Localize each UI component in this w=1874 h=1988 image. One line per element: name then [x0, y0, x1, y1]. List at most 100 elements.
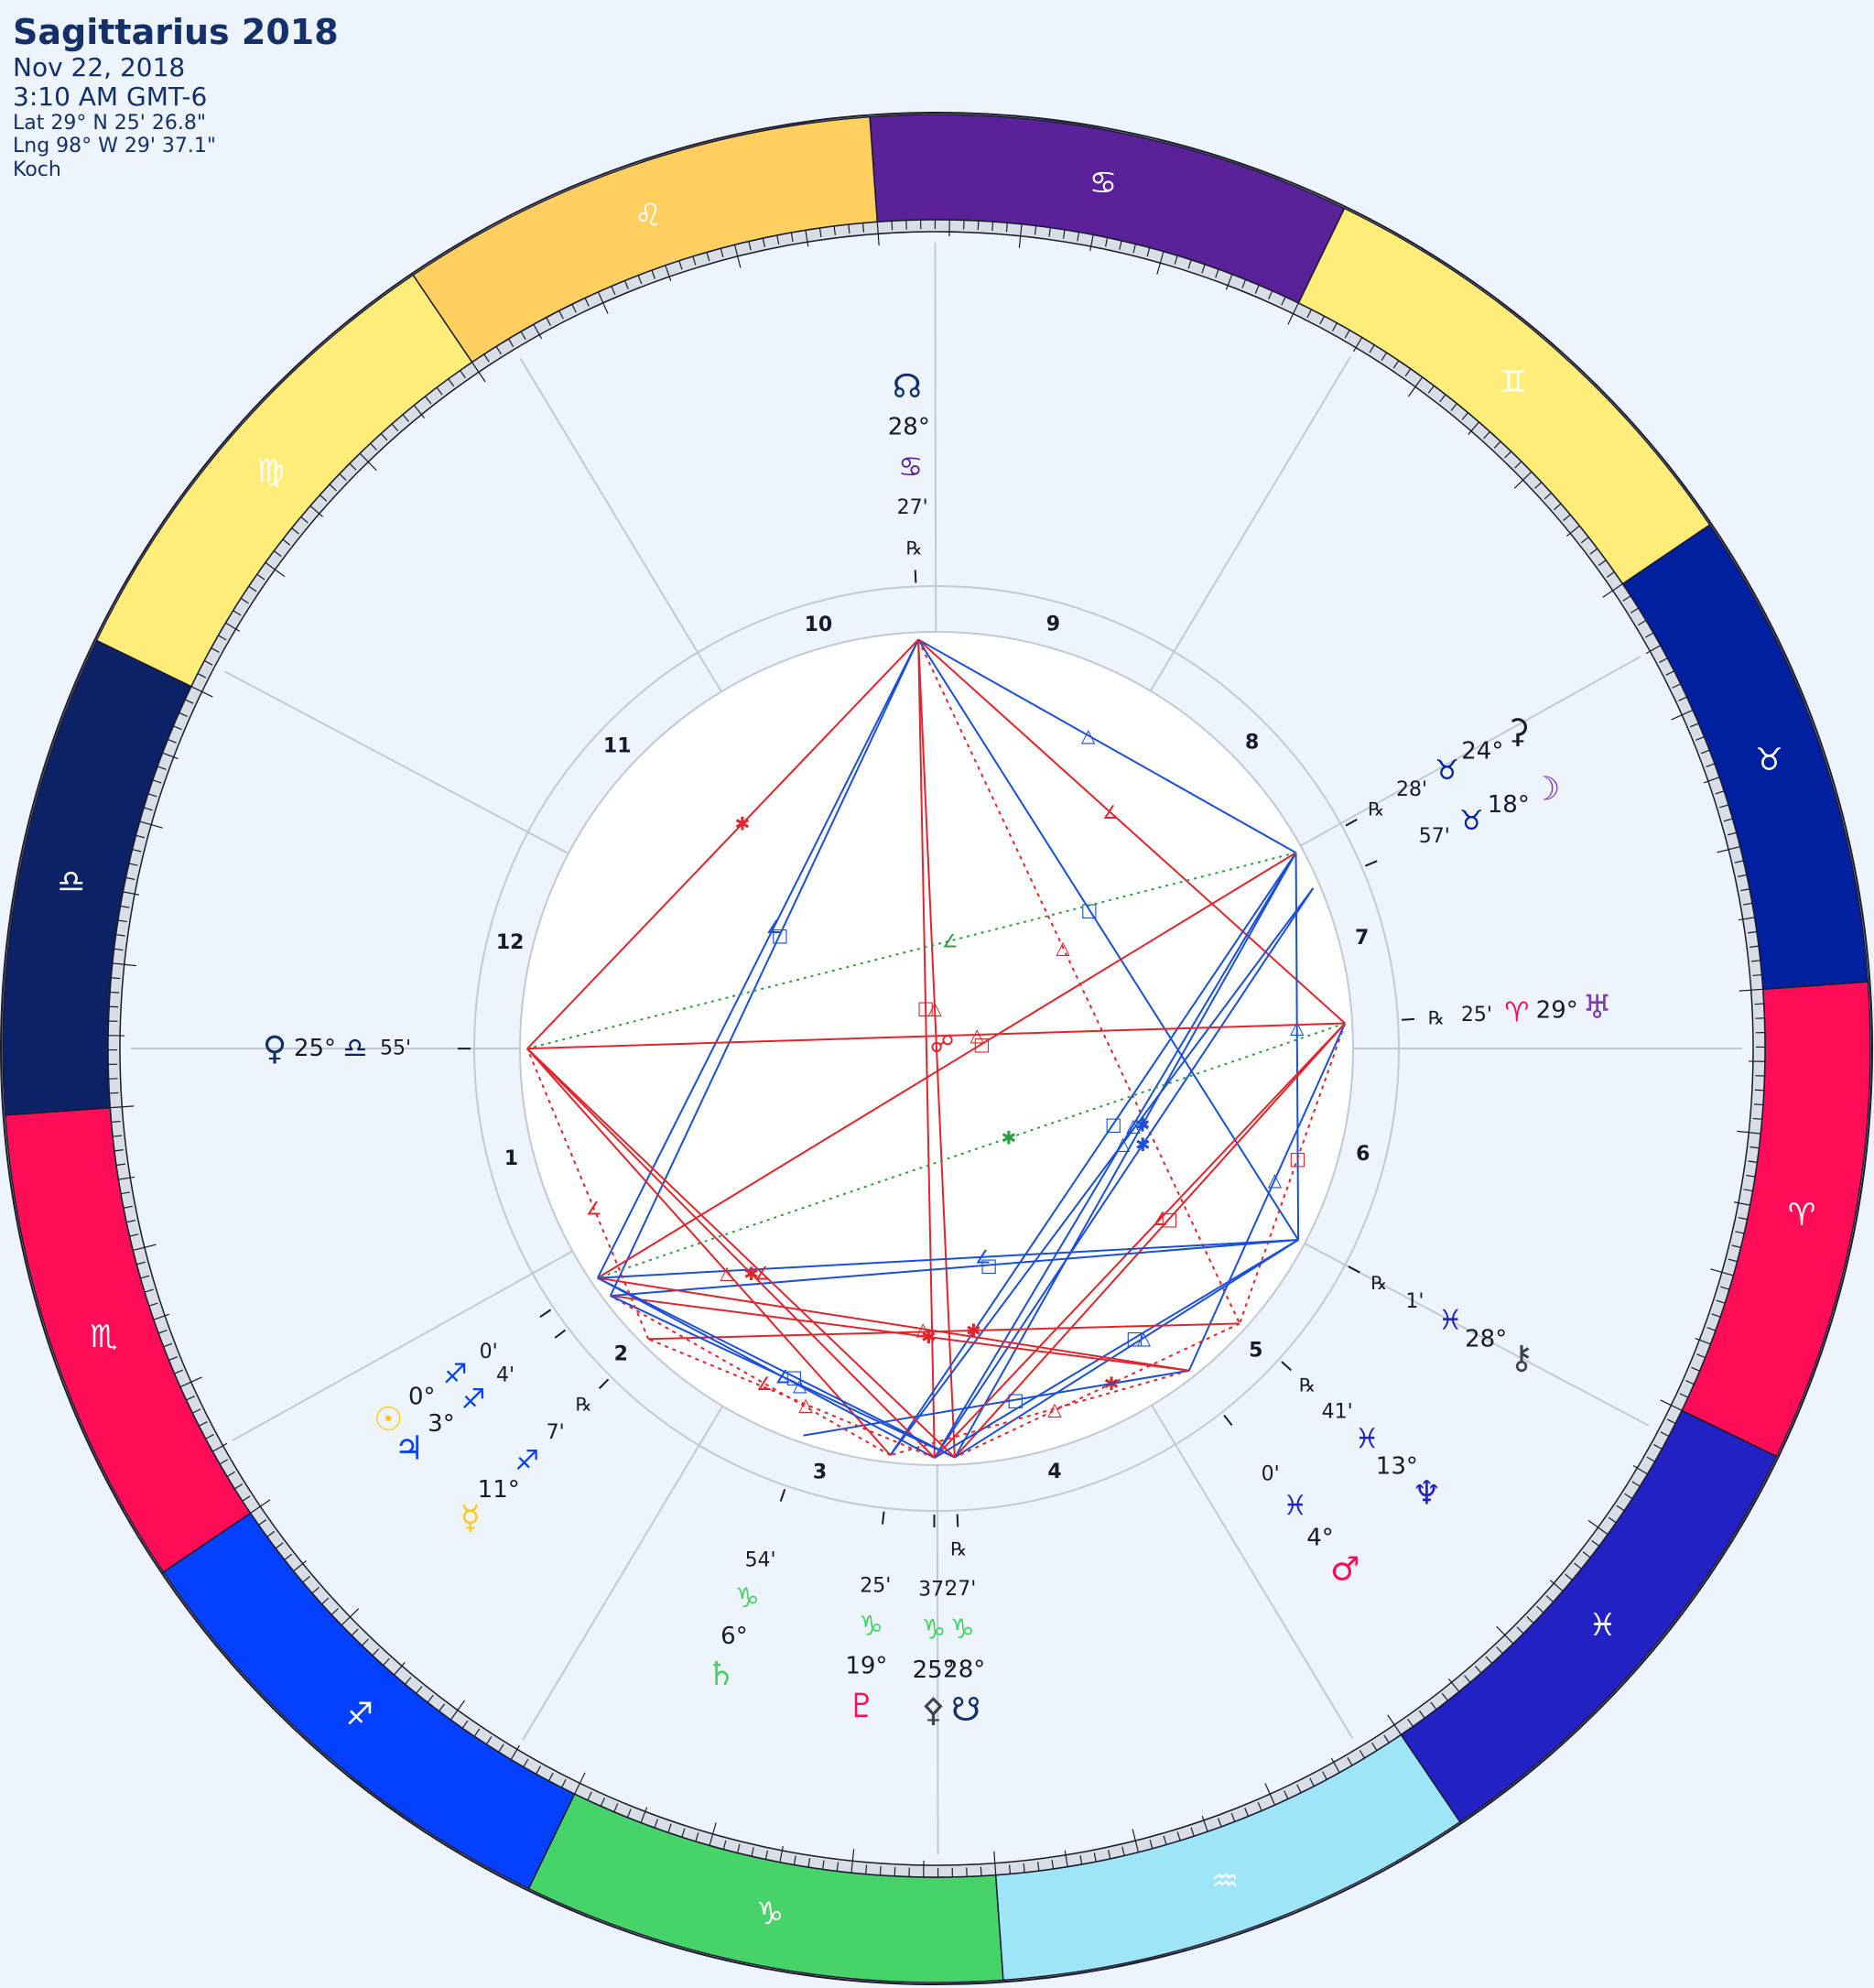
- planet-deg: 18°: [1488, 791, 1530, 819]
- planet-deg: 0°: [408, 1384, 436, 1411]
- house-number: 2: [614, 1343, 628, 1366]
- aspect-line: [526, 1022, 1346, 1050]
- degree-tick: [109, 1092, 119, 1094]
- planet-south-node[interactable]: ℞ 27' ♑ 28° ☋: [943, 1514, 985, 1729]
- degree-tick: [1244, 1808, 1250, 1817]
- degree-tick: [600, 1798, 605, 1807]
- aspect-line: [526, 852, 1296, 1050]
- sign-glyph-sagittarius: ♐: [346, 1697, 374, 1733]
- degree-tick: [1678, 696, 1687, 701]
- house-number: 8: [1245, 731, 1259, 754]
- degree-tick: [1215, 268, 1219, 278]
- degree-tick: [1645, 632, 1654, 638]
- degree-tick: [273, 550, 282, 558]
- aspect-symbol: △: [1290, 1016, 1305, 1037]
- degree-tick: [203, 659, 213, 666]
- degree-tick: [115, 1163, 126, 1167]
- aspect-line: [917, 638, 1297, 854]
- aspect-line: [610, 1239, 1299, 1298]
- planet-min: 54': [745, 1548, 776, 1571]
- degree-tick: [536, 1765, 541, 1775]
- degree-tick: [776, 234, 780, 244]
- degree-tick: [1352, 337, 1363, 353]
- aspect-line: [917, 638, 1346, 1025]
- degree-tick: [136, 1261, 146, 1266]
- aspect-symbol: △: [927, 996, 942, 1018]
- degree-tick: [473, 1728, 481, 1737]
- aspect-symbol: □: [980, 1254, 998, 1276]
- degree-tick: [495, 346, 502, 355]
- planet-sun[interactable]: 0' ♐ 0°☉: [374, 1309, 552, 1439]
- sign-glyph-cancer: ♋: [1089, 165, 1117, 201]
- degree-tick: [1754, 1003, 1764, 1005]
- planet-tick: [1345, 819, 1358, 827]
- degree-tick: [623, 280, 629, 289]
- degree-tick: [790, 232, 794, 242]
- planet-uranus[interactable]: ℞ 25' ♈ 29° ♅: [1401, 989, 1612, 1029]
- planet-sign: ♐: [515, 1445, 539, 1477]
- planet-sign: ♋: [898, 451, 923, 483]
- degree-tick: [1743, 1189, 1753, 1192]
- planet-moon[interactable]: 57' ♉ 18° ☽: [1364, 770, 1560, 867]
- planet-sign: ♈: [1504, 997, 1529, 1029]
- degree-tick: [1516, 1626, 1524, 1635]
- aspect-symbol: □: [785, 1365, 803, 1387]
- degree-tick: [128, 863, 138, 866]
- degree-tick: [1464, 1675, 1471, 1683]
- degree-tick: [1728, 1258, 1738, 1263]
- degree-tick: [1132, 244, 1136, 254]
- degree-tick: [199, 1421, 208, 1427]
- degree-tick: [1747, 930, 1758, 934]
- degree-tick: [219, 1459, 228, 1465]
- degree-tick: [1685, 1380, 1695, 1385]
- degree-tick: [1731, 1244, 1741, 1248]
- degree-tick: [111, 1120, 121, 1124]
- degree-tick: [114, 948, 124, 951]
- degree-tick: [571, 304, 577, 313]
- planet-mars[interactable]: 0'♓4°♂: [1223, 1414, 1359, 1589]
- aspect-symbol: □: [1105, 1113, 1122, 1135]
- house-cusp-line: [1339, 656, 1641, 825]
- planet-pluto[interactable]: 25' ♑ 19° ♇: [845, 1511, 891, 1725]
- planet-neptune[interactable]: ℞ 41'♓13°♆: [1281, 1361, 1442, 1512]
- planet-sign: ♑: [950, 1613, 975, 1646]
- degree-tick: [1700, 749, 1710, 755]
- degree-tick: [1132, 1829, 1140, 1852]
- aspect-line: [1239, 1023, 1347, 1324]
- degree-tick: [1257, 1802, 1262, 1811]
- planet-jupiter[interactable]: 4'♐3°♃: [395, 1329, 567, 1468]
- degree-tick: [1156, 251, 1164, 275]
- degree-tick: [640, 1807, 648, 1823]
- degree-tick: [637, 275, 643, 285]
- planet-saturn[interactable]: 54' ♑ 6° ♄: [706, 1488, 786, 1693]
- degree-tick: [1746, 1174, 1756, 1178]
- planet-ceres[interactable]: ℞ 28' ♉24°⚳: [1345, 713, 1530, 827]
- aspect-line: [954, 852, 1297, 1459]
- degree-tick: [1749, 1146, 1760, 1149]
- house-number: 1: [504, 1147, 518, 1170]
- house-number: 10: [805, 614, 833, 636]
- aspect-line: [596, 638, 920, 1279]
- aspect-symbol: □: [1080, 898, 1098, 920]
- planet-chiron[interactable]: ℞ 1' ♓28°⚷: [1348, 1266, 1533, 1377]
- degree-tick: [1306, 309, 1312, 319]
- degree-tick: [148, 1302, 158, 1307]
- degree-tick: [300, 516, 309, 524]
- planet-mercury[interactable]: ℞7'♐11°☿: [460, 1378, 610, 1537]
- degree-tick: [162, 752, 179, 760]
- planet-retro: ℞: [1428, 1006, 1445, 1028]
- degree-tick: [1703, 777, 1720, 784]
- degree-tick: [258, 1519, 267, 1526]
- degree-tick: [1485, 1656, 1493, 1664]
- planet-north-node[interactable]: ℞ 27' ♋ 28° ☊: [888, 368, 930, 583]
- planet-pallas[interactable]: 37' ♑ 25° ⚴: [913, 1514, 955, 1729]
- degree-tick: [692, 255, 697, 266]
- degree-tick: [1716, 1299, 1726, 1304]
- degree-tick: [1149, 1839, 1154, 1849]
- aspect-line: [933, 852, 1297, 1459]
- degree-tick: [1749, 945, 1760, 948]
- planet-sign: ♉: [1459, 805, 1484, 837]
- planet-venus[interactable]: 55' ♎ 25° ♀: [263, 1030, 471, 1068]
- degree-tick: [1554, 503, 1562, 511]
- planet-glyph: ☊: [893, 368, 922, 406]
